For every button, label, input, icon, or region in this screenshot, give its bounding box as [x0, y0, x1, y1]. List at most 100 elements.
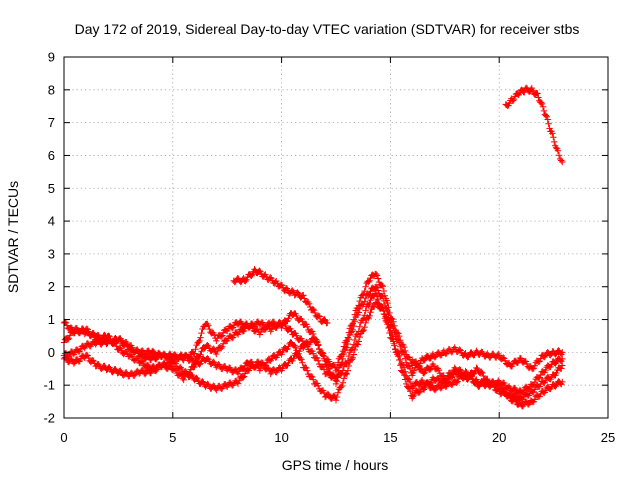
x-tick-label: 10	[274, 430, 288, 445]
data-point	[234, 380, 242, 387]
data-point	[171, 365, 178, 372]
data-point	[366, 277, 373, 284]
data-point	[314, 357, 322, 364]
data-point	[330, 373, 338, 380]
data-point	[484, 375, 491, 383]
data-point	[547, 352, 554, 359]
data-point	[133, 346, 141, 353]
data-point	[448, 374, 455, 381]
data-point	[379, 283, 387, 290]
x-tick-labels: 0 5 10 15 20 25	[60, 430, 615, 445]
data-point	[361, 287, 368, 295]
data-point	[499, 385, 507, 392]
data-point	[501, 388, 509, 396]
data-point	[333, 378, 341, 385]
data-point	[310, 376, 317, 383]
data-point	[496, 352, 503, 359]
data-point	[240, 373, 248, 380]
data-point	[329, 372, 337, 379]
data-point	[399, 368, 406, 375]
data-point	[345, 329, 353, 336]
data-point	[313, 336, 320, 343]
data-point	[294, 289, 301, 296]
data-point	[196, 361, 203, 368]
data-point	[386, 309, 393, 317]
data-point	[362, 283, 369, 290]
y-tick-label: 6	[48, 148, 55, 163]
data-point	[480, 372, 487, 380]
data-point	[191, 350, 198, 357]
data-point	[360, 290, 367, 298]
data-point	[362, 307, 369, 314]
data-point	[543, 113, 550, 120]
data-point	[542, 112, 550, 119]
y-tick-label: 1	[48, 312, 55, 327]
data-point	[213, 350, 220, 358]
data-point	[470, 370, 477, 378]
data-point	[456, 346, 463, 353]
data-point	[361, 298, 368, 306]
data-point	[324, 362, 332, 369]
data-point	[290, 355, 297, 362]
data-point	[385, 304, 392, 311]
data-point	[204, 355, 211, 362]
data-point	[343, 370, 351, 378]
data-point	[320, 366, 328, 373]
data-point	[559, 378, 566, 386]
data-point	[85, 354, 92, 362]
data-point	[355, 302, 362, 309]
data-point	[325, 358, 333, 365]
data-point	[206, 325, 213, 333]
data-point	[395, 353, 402, 360]
data-point	[365, 278, 372, 286]
data-point	[356, 297, 363, 305]
data-point	[70, 360, 78, 367]
data-point	[401, 343, 408, 351]
data-point	[294, 351, 301, 358]
series-track-i	[408, 364, 566, 410]
data-point	[373, 284, 381, 291]
data-point	[338, 382, 346, 390]
data-point	[535, 94, 542, 101]
data-point	[210, 358, 217, 366]
data-point	[319, 352, 327, 359]
x-tick-label: 25	[601, 430, 615, 445]
data-point	[242, 277, 249, 285]
data-point	[338, 351, 346, 358]
data-point	[374, 287, 382, 294]
data-point	[542, 366, 549, 374]
data-point	[559, 158, 566, 166]
data-point	[345, 362, 353, 370]
data-point	[537, 99, 545, 106]
data-point	[323, 361, 331, 369]
data-point	[192, 345, 199, 353]
data-point	[343, 344, 351, 351]
data-point	[551, 138, 558, 146]
data-point	[362, 294, 369, 302]
data-point	[427, 379, 435, 386]
data-point	[435, 366, 443, 374]
data-point	[172, 360, 179, 367]
data-point	[299, 318, 306, 325]
data-point	[257, 364, 265, 372]
data-point	[128, 344, 135, 351]
data-point	[314, 382, 322, 389]
data-point	[381, 292, 389, 299]
data-point	[308, 373, 315, 380]
data-point	[178, 372, 185, 379]
data-point	[344, 367, 352, 374]
data-point	[344, 334, 352, 341]
data-point	[66, 332, 74, 339]
data-point	[406, 378, 414, 386]
data-point	[256, 267, 263, 275]
data-point	[205, 322, 212, 329]
data-point	[339, 379, 347, 386]
y-tick-label: 0	[48, 345, 55, 360]
data-point	[539, 103, 547, 110]
data-point	[186, 369, 193, 376]
data-point	[360, 326, 367, 334]
data-point	[478, 368, 485, 376]
data-point	[474, 365, 481, 373]
data-point	[541, 353, 548, 361]
